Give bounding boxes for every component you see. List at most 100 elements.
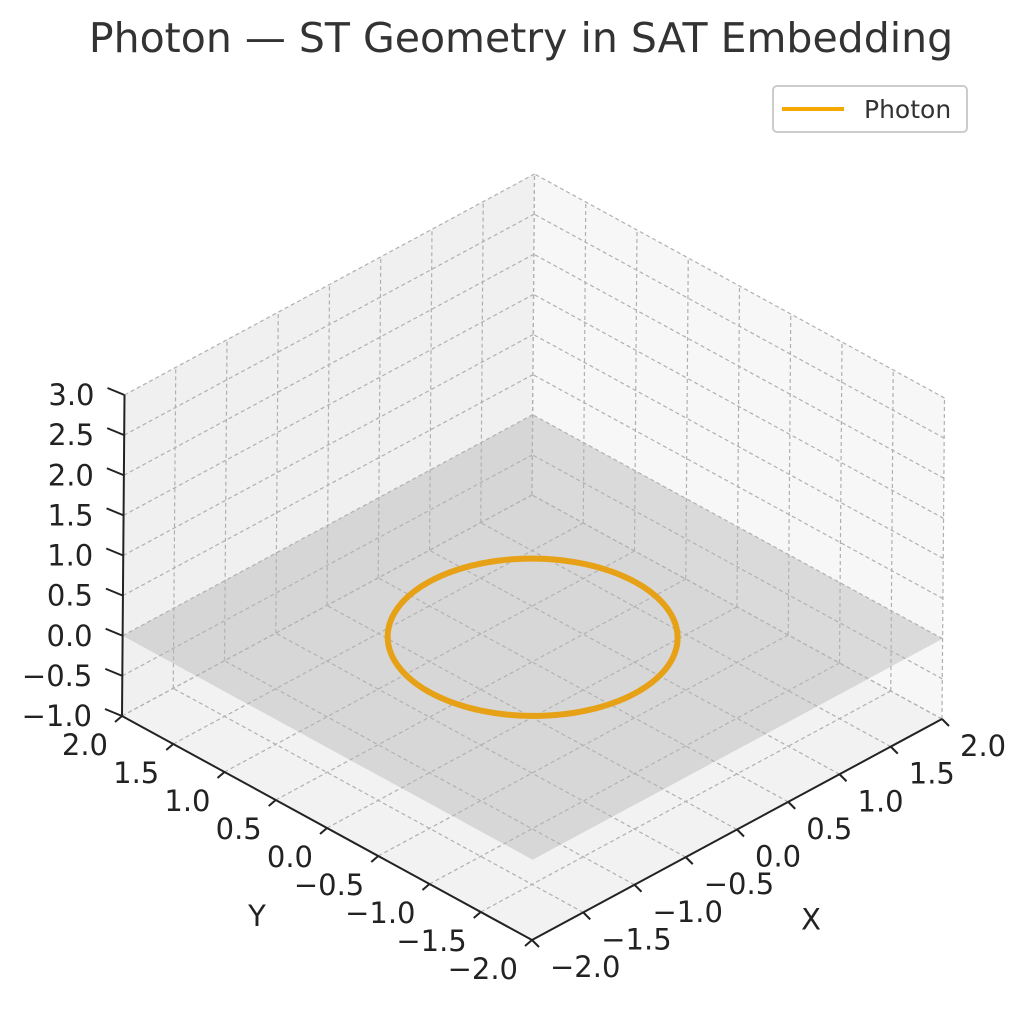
grid-line-floor-y: [275, 578, 687, 801]
grid-line-floor-x: [429, 549, 840, 775]
grid-line-wall-y: [787, 313, 792, 636]
y-tick: [114, 715, 123, 723]
z-tick: [105, 587, 124, 597]
grid-line-floor-x: [224, 660, 635, 886]
tick-marks: [104, 387, 950, 948]
grid-line-wall-y: [890, 369, 894, 692]
grid-line-wall-z: [122, 333, 534, 557]
grid-line-wall-z: [534, 173, 945, 399]
y-tick: [524, 939, 533, 947]
x-tick-label: −1.0: [653, 895, 723, 929]
y-tick: [370, 855, 379, 863]
z-tick: [104, 667, 123, 677]
grid-line-wall-x: [377, 256, 382, 578]
grid-line-wall-z: [122, 414, 533, 637]
z-tick-label: 0.0: [47, 619, 93, 653]
y-tick-label: 0.0: [267, 840, 313, 874]
y-tick: [473, 911, 482, 919]
x-tick: [582, 911, 591, 921]
grid-line-wall-y: [736, 285, 741, 608]
grid-line-wall-y: [633, 229, 638, 552]
grid-line-wall-z: [121, 494, 533, 717]
z-tick: [105, 627, 124, 637]
z-tick-label: −1.0: [22, 699, 92, 733]
y-tick: [216, 771, 226, 779]
z-tick: [106, 467, 125, 477]
x-tick-label: 1.0: [858, 784, 904, 818]
plane-surface: [122, 414, 943, 860]
x-tick-label: 0.5: [806, 812, 852, 846]
y-tick-label: −2.0: [448, 952, 518, 986]
x-tick-label: −1.5: [601, 922, 671, 956]
x-axis-label: X: [801, 903, 821, 937]
z-tick: [106, 507, 124, 517]
z-tick: [105, 547, 124, 557]
grid-line-wall-y: [941, 397, 946, 720]
y-tick-label: −1.5: [396, 924, 466, 958]
grid-line-floor-y: [377, 634, 789, 857]
legend: Photon: [772, 85, 968, 133]
z-tick-label: 1.5: [47, 498, 93, 532]
z-tick: [107, 387, 125, 396]
grid-line-wall-z: [123, 213, 535, 436]
grid-line-wall-x: [172, 367, 177, 689]
grid-line-wall-y: [838, 341, 843, 664]
y-tick: [319, 827, 328, 835]
x-tick: [838, 773, 848, 782]
y-tick-label: 1.5: [113, 756, 159, 790]
x-tick: [736, 828, 745, 838]
z-tick: [106, 427, 125, 437]
z-tick-label: 2.5: [48, 418, 94, 452]
grid-line-wall-z: [533, 253, 945, 479]
legend-swatch-photon: [782, 107, 844, 111]
chart-title: Photon — ST Geometry in SAT Embedding: [88, 14, 954, 62]
grid-line-wall-z: [123, 293, 534, 516]
z-plane: [122, 414, 943, 860]
z-tick-label: 2.0: [48, 458, 94, 492]
grid-line-floor-x: [377, 577, 789, 803]
grid-line-wall-z: [124, 173, 535, 396]
grid-line-wall-x: [480, 201, 484, 523]
grid-line-wall-z: [533, 293, 944, 519]
x-tick: [633, 884, 643, 893]
grid-line-wall-z: [532, 414, 943, 640]
x-tick: [941, 718, 950, 727]
grid-line-floor-x: [275, 632, 687, 858]
x-tick-label: 0.0: [755, 840, 801, 874]
grid-line-wall-x: [428, 229, 433, 551]
grid-line-floor-y: [224, 550, 635, 773]
series-group: [384, 555, 681, 719]
y-tick-label: −0.5: [294, 868, 364, 902]
y-tick: [268, 799, 277, 807]
legend-label-photon: Photon: [864, 95, 952, 124]
z-tick-label: 0.5: [47, 579, 93, 613]
grid-line-wall-z: [122, 454, 533, 677]
z-tick-label: −0.5: [22, 659, 92, 693]
grid-line-wall-z: [123, 253, 535, 476]
y-tick-label: −1.0: [345, 896, 415, 930]
grid-line-wall-x: [275, 312, 279, 634]
z-tick-label: 3.0: [48, 378, 94, 412]
grid-lines: [121, 173, 946, 941]
grid-line-wall-y: [531, 173, 536, 496]
series-line-photon: [384, 555, 681, 719]
x-tick: [890, 745, 899, 755]
z-tick-label: 1.0: [47, 539, 93, 573]
grid-line-wall-z: [532, 374, 944, 600]
y-tick: [165, 743, 174, 751]
grid-line-wall-y: [582, 201, 587, 524]
x-tick-label: −0.5: [704, 867, 774, 901]
grid-line-wall-y: [685, 257, 689, 580]
x-tick: [787, 801, 796, 810]
x-tick-label: 2.0: [960, 729, 1006, 763]
grid-line-wall-z: [533, 213, 945, 439]
grid-line-wall-z: [532, 454, 943, 680]
y-tick-label: 2.0: [62, 728, 108, 762]
y-tick-label: 0.5: [216, 812, 262, 846]
tick-labels: −2.0−1.5−1.0−0.50.00.51.01.52.0−2.0−1.5−…: [22, 378, 1007, 986]
y-axis-label: Y: [247, 899, 266, 933]
grid-line-floor-y: [429, 662, 840, 885]
grid-line-wall-z: [531, 494, 943, 720]
x-tick-label: −2.0: [550, 950, 620, 984]
